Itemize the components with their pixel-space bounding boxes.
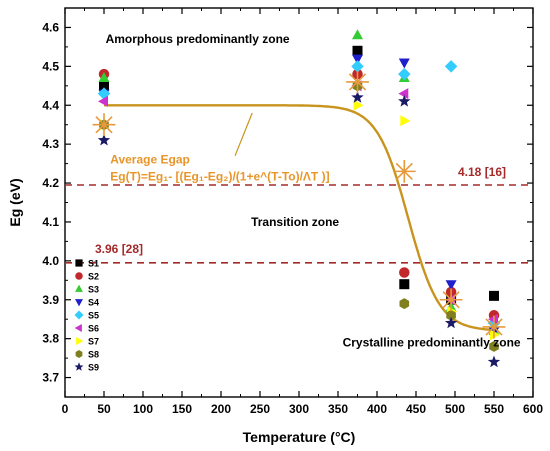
data-point: [352, 54, 363, 65]
data-point: [398, 58, 410, 69]
reference-label: 3.96 [28]: [95, 242, 143, 256]
data-point: [488, 313, 498, 325]
x-tick-label: 150: [172, 402, 192, 416]
legend-marker: [75, 259, 83, 267]
legend-label: S9: [88, 363, 99, 373]
annotations: Amorphous predominantly zone Transition z…: [106, 32, 521, 349]
data-point: [444, 316, 458, 329]
x-tick-label: 400: [367, 402, 387, 416]
data-point: [398, 94, 411, 107]
legend-label: S4: [88, 298, 99, 308]
data-point: [489, 290, 499, 301]
data-point: [98, 72, 110, 83]
x-axis-title: Temperature (°C): [243, 429, 356, 445]
data-point: [97, 133, 111, 146]
data-point: [92, 113, 116, 137]
y-tick-label: 4.5: [42, 59, 59, 73]
legend-label: S1: [88, 259, 99, 269]
y-tick-label: 4.3: [42, 137, 59, 151]
data-point: [351, 91, 364, 103]
fit-curve-layer: Average Egap Eg(T)=Eg₁- [(Eg₁-Eg₂)/(1+e^(…: [104, 104, 495, 332]
data-point: [353, 99, 364, 111]
x-tick-label: 250: [250, 402, 270, 416]
reference-lines: 4.18 [16] 3.96 [28]: [65, 165, 533, 264]
y-tick-label: 4.6: [42, 20, 59, 34]
fit-equation: Eg(T)=Eg₁- [(Eg₁-Eg₂)/(1+e^(T-To)/ΛT )]: [110, 169, 329, 183]
x-tick-label: 100: [133, 402, 153, 416]
zone-annotation: Amorphous predominantly zone: [106, 32, 290, 46]
data-point: [398, 88, 409, 100]
data-points: [92, 29, 506, 368]
y-tick-label: 4.4: [42, 98, 59, 112]
legend-label: S5: [88, 311, 99, 321]
legend-marker: [76, 337, 84, 345]
data-point: [445, 280, 457, 291]
x-tick-label: 350: [328, 402, 348, 416]
legend-marker: [75, 350, 83, 358]
legend-marker: [75, 284, 83, 292]
data-point: [439, 288, 463, 312]
x-tick-label: 550: [484, 402, 504, 416]
reference-label: 4.18 [16]: [458, 165, 506, 179]
data-point: [399, 267, 410, 278]
legend-label: S2: [88, 272, 99, 282]
data-point: [392, 159, 416, 183]
data-point-stroke: [395, 162, 413, 181]
legend-marker: [74, 324, 82, 332]
x-tick-label: 300: [289, 402, 309, 416]
x-tick-label: 500: [445, 402, 465, 416]
data-point: [482, 315, 506, 339]
legend-label: S6: [88, 324, 99, 334]
y-tick-label: 4.1: [42, 215, 59, 229]
fit-label: Average Egap: [110, 153, 190, 167]
data-point: [398, 67, 411, 81]
y-tick-label: 3.8: [42, 332, 59, 346]
data-point-stroke: [485, 318, 503, 336]
legend-marker: [75, 272, 83, 280]
data-point: [352, 29, 363, 40]
y-tick-label: 3.7: [42, 371, 59, 385]
data-point-stroke: [95, 116, 113, 134]
x-tick-label: 450: [406, 402, 426, 416]
data-point: [399, 279, 410, 290]
legend-label: S7: [88, 337, 99, 347]
fit-curve: [104, 104, 495, 332]
data-point: [98, 95, 108, 107]
data-point: [490, 329, 500, 341]
axes: 0 50 100 150 200 250 300 350 400 450 500 550 600 3.7 3…: [7, 8, 543, 445]
legend-label: S8: [88, 350, 99, 360]
legend-label: S3: [88, 285, 99, 295]
legend-marker: [75, 299, 83, 307]
zone-annotation: Transition zone: [251, 215, 339, 229]
fit-pointer: [234, 112, 253, 157]
x-tick-label: 0: [62, 402, 69, 416]
data-point: [399, 298, 410, 310]
data-point: [444, 60, 458, 73]
y-tick-label: 4.0: [42, 254, 59, 268]
legend-marker: [74, 310, 84, 320]
data-point-stroke: [442, 291, 460, 309]
data-point-stroke: [348, 73, 367, 91]
y-tick-label: 4.2: [42, 176, 59, 190]
data-point: [489, 340, 499, 352]
x-tick-label: 50: [97, 402, 111, 416]
data-point: [351, 60, 364, 73]
data-point: [446, 309, 456, 321]
x-tick-label: 200: [211, 402, 231, 416]
data-point: [99, 80, 109, 91]
data-point: [346, 70, 369, 94]
legend-marker: [74, 362, 84, 371]
zone-annotation: Crystalline predominantly zone: [343, 335, 521, 349]
data-point: [487, 355, 501, 368]
y-tick-label: 3.9: [42, 293, 59, 307]
data-point: [400, 115, 411, 127]
x-tick-label: 600: [523, 402, 543, 416]
legend: S1 S2 S3 S4 S5 S6 S7 S8 S9: [74, 259, 99, 373]
y-axis-title: Eg (eV): [7, 178, 23, 226]
data-point: [352, 45, 363, 56]
